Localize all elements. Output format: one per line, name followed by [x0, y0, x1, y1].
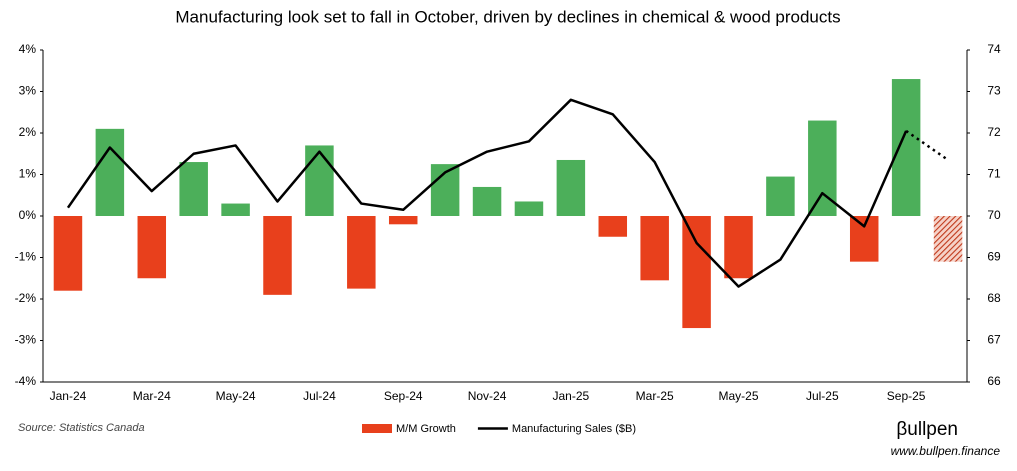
legend-swatch: [362, 424, 392, 433]
y2-tick-label: 68: [987, 291, 1001, 305]
legend: M/M Growth Manufacturing Sales ($B): [362, 423, 636, 435]
x-tick-label: Jan-25: [553, 389, 590, 403]
bar: [263, 216, 292, 295]
bar: [640, 216, 669, 281]
line: [66, 98, 908, 288]
x-tick-label: Sep-25: [887, 389, 926, 403]
bar: [221, 203, 250, 216]
bar: [347, 216, 376, 289]
x-tick-label: May-24: [216, 389, 256, 403]
bar: [472, 186, 502, 216]
bar: [891, 79, 921, 216]
bar: [95, 128, 125, 216]
bar: [514, 201, 544, 216]
y2-tick-label: 67: [987, 333, 1001, 347]
y-tick-label: 0%: [19, 208, 37, 222]
legend-label: Manufacturing Sales ($B): [512, 423, 636, 435]
y2-tick-label: 70: [987, 208, 1001, 222]
y-tick-label: 1%: [19, 167, 37, 181]
brand-logo: βullpen: [896, 419, 958, 440]
y-tick-label: 2%: [19, 125, 37, 139]
x-tick-label: May-25: [718, 389, 758, 403]
y2-tick-label: 74: [987, 42, 1001, 56]
bar: [305, 145, 334, 216]
bar: [388, 216, 418, 225]
y2-tick-label: 72: [987, 125, 1001, 139]
bar: [598, 216, 628, 237]
y-tick-label: -3%: [15, 333, 37, 347]
bar: [933, 216, 963, 262]
bar: [849, 216, 879, 262]
x-tick-label: Sep-24: [384, 389, 423, 403]
y2-tick-label: 69: [987, 250, 1001, 264]
y-tick-label: -2%: [15, 291, 37, 305]
x-tick-label: Nov-24: [468, 389, 507, 403]
y-tick-label: -4%: [15, 374, 37, 388]
x-tick-label: Mar-25: [636, 389, 674, 403]
website: www.bullpen.finance: [891, 444, 1001, 458]
x-tick-label: Jul-24: [303, 389, 336, 403]
source-note: Source: Statistics Canada: [18, 422, 145, 434]
bar: [682, 216, 711, 329]
y2-tick-label: 73: [987, 84, 1001, 98]
projected-line: [905, 129, 949, 162]
chart-title: Manufacturing look set to fall in Octobe…: [175, 7, 840, 26]
bar: [766, 176, 795, 216]
x-tick-label: Jan-24: [50, 389, 87, 403]
y-tick-label: -1%: [15, 250, 37, 264]
bar: [556, 159, 586, 216]
x-tick-label: Jul-25: [806, 389, 839, 403]
bar: [724, 216, 753, 279]
y2-tick-label: 66: [987, 374, 1001, 388]
y2-tick-label: 71: [987, 167, 1001, 181]
y-tick-label: 4%: [19, 42, 37, 56]
y-tick-label: 3%: [19, 84, 37, 98]
bar: [53, 216, 83, 291]
bar: [137, 216, 167, 279]
bar: [179, 162, 208, 216]
legend-label: M/M Growth: [396, 423, 456, 435]
x-tick-label: Mar-24: [133, 389, 171, 403]
